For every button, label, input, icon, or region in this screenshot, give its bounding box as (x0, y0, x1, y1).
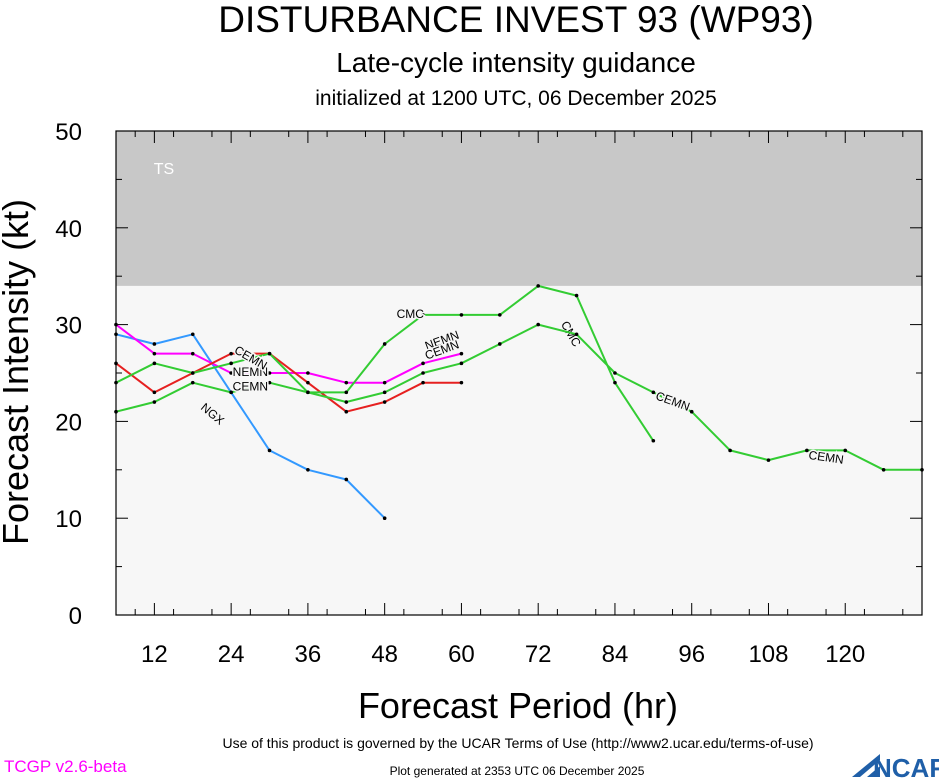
data-point-series-3 (229, 351, 233, 356)
series-line-series-3 (115, 352, 462, 413)
x-tick-label: 120 (825, 641, 865, 668)
data-point-cemn (459, 361, 464, 366)
data-point-cemn (843, 448, 848, 453)
y-tick-label: 10 (55, 506, 82, 533)
data-point-cemn (306, 390, 310, 395)
data-point-series-3 (459, 380, 464, 385)
data-point-cmc (498, 313, 502, 317)
series-line-cemn (115, 323, 922, 471)
data-point-cmc (190, 371, 195, 375)
data-point-nemn (382, 380, 387, 385)
data-point-cmc (229, 361, 233, 366)
data-point-cemn (574, 332, 579, 337)
data-point-cemn (498, 342, 502, 346)
data-point-cemn (152, 400, 157, 404)
data-point-ngx (152, 342, 157, 346)
data-point-cemn (344, 400, 349, 404)
x-tick-label: 36 (295, 641, 322, 668)
data-point-cemn (267, 380, 272, 385)
chart-title: DISTURBANCE INVEST 93 (WP93) (218, 0, 814, 40)
data-point-cmc (344, 390, 349, 395)
data-point-nemn (459, 351, 464, 356)
data-point-series-3 (306, 380, 310, 385)
data-point-nemn (229, 371, 233, 375)
chart-subtitle: Late-cycle intensity guidance (336, 47, 696, 78)
x-tick-label: 72 (525, 641, 552, 668)
version-label: TCGP v2.6-beta (4, 757, 127, 776)
x-tick-label: 96 (678, 641, 705, 668)
data-point-cemn (689, 409, 694, 414)
data-point-cmc (613, 380, 617, 385)
data-point-cemn (881, 468, 886, 472)
y-tick-label: 50 (55, 119, 82, 146)
data-point-nemn (421, 361, 425, 366)
data-point-cemn (613, 371, 617, 375)
data-point-cmc (536, 284, 540, 288)
data-point-cmc (421, 313, 425, 317)
data-point-nemn (190, 351, 195, 356)
chart-init-time: initialized at 1200 UTC, 06 December 202… (315, 87, 717, 110)
x-tick-label: 24 (218, 641, 245, 668)
data-point-series-3 (344, 409, 349, 414)
data-point-ngx (190, 332, 195, 337)
data-point-series-3 (152, 390, 157, 395)
data-point-cemn (766, 458, 771, 462)
band-label-ts: TS (154, 161, 174, 178)
series-inline-label: CEMN (808, 448, 845, 467)
data-point-cemn (190, 380, 195, 385)
data-point-cemn (651, 390, 656, 395)
y-tick-label: 20 (55, 409, 82, 436)
x-axis-label: Forecast Period (hr) (358, 685, 678, 726)
data-point-series-3 (382, 400, 387, 404)
data-point-cemn (728, 448, 732, 453)
data-point-cemn (229, 390, 233, 395)
x-tick-label: 48 (371, 641, 398, 668)
data-point-nemn (344, 380, 349, 385)
data-point-nemn (306, 371, 310, 375)
intensity-band-ts (116, 131, 922, 286)
terms-of-use-text: Use of this product is governed by the U… (222, 735, 813, 751)
y-tick-label: 40 (55, 216, 82, 243)
y-tick-label: 0 (69, 603, 82, 630)
data-point-ngx (306, 468, 310, 472)
plot-border (115, 130, 923, 616)
data-point-cemn (382, 390, 387, 395)
y-tick-label: 30 (55, 313, 82, 340)
data-point-cmc (382, 342, 387, 346)
data-point-cmc (574, 293, 579, 298)
data-point-cmc (267, 351, 272, 356)
x-tick-label: 12 (141, 641, 168, 668)
ncar-logo-stripe-icon (860, 760, 880, 777)
data-point-nemn (152, 351, 157, 356)
ncar-logo: NCAR (852, 753, 939, 780)
ncar-logo-text: NCAR (873, 753, 939, 780)
data-point-ngx (267, 448, 272, 453)
data-point-cmc (459, 313, 464, 317)
data-point-cmc (651, 438, 656, 443)
data-point-cemn (805, 448, 809, 453)
data-point-ngx (382, 516, 387, 520)
data-point-nemn (267, 371, 272, 375)
series-inline-label: CMC (397, 307, 425, 321)
data-point-cmc (152, 361, 157, 366)
x-tick-label: 108 (748, 641, 788, 668)
data-point-series-3 (421, 380, 425, 385)
data-point-cemn (421, 371, 425, 375)
data-point-ngx (344, 477, 349, 482)
x-tick-label: 60 (448, 641, 475, 668)
series-inline-label: CEMN (233, 380, 268, 394)
x-tick-label: 84 (602, 641, 629, 668)
data-point-cemn (536, 322, 540, 327)
plot-generated-text: Plot generated at 2353 UTC 06 December 2… (390, 764, 645, 778)
y-axis-label: Forecast Intensity (kt) (0, 199, 36, 545)
series-inline-label: NEMN (233, 365, 268, 379)
series-line-ngx (115, 333, 386, 519)
